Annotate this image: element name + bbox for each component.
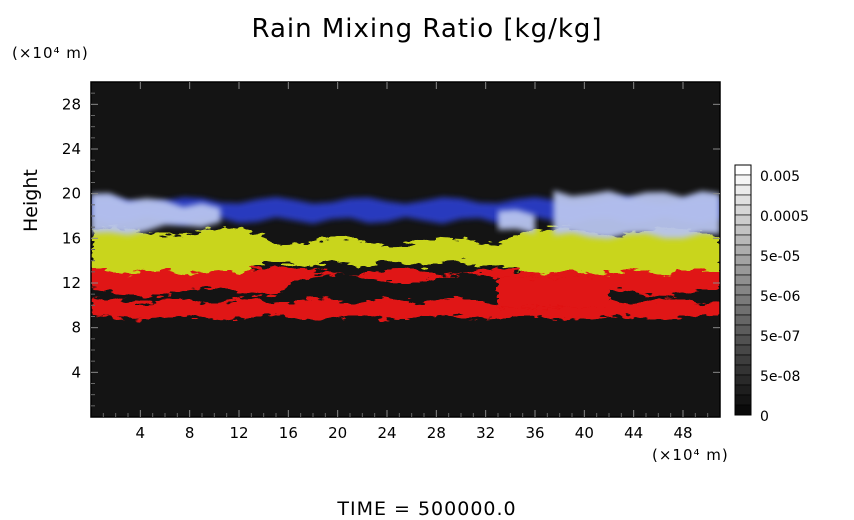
colorbar-cell — [734, 284, 752, 296]
x-tick-label: 24 — [377, 424, 396, 442]
colorbar-label: 0 — [760, 409, 769, 425]
light-blue-patch — [498, 209, 535, 234]
x-tick-label: 32 — [476, 424, 495, 442]
colorbar-cell — [734, 214, 752, 226]
colorbar-cell — [734, 394, 752, 406]
x-tick-label: 8 — [185, 424, 195, 442]
colorbar-cell — [734, 264, 752, 276]
x-tick-label: 28 — [427, 424, 446, 442]
red-layer-lower — [91, 297, 720, 320]
colorbar-cell — [734, 314, 752, 326]
colorbar-cell — [734, 304, 752, 316]
colorbar: 0.005 0.0005 5e-05 5e-06 5e-07 5e-08 0 — [734, 164, 809, 425]
colorbar-cell — [734, 404, 752, 416]
x-tick-label: 4 — [136, 424, 146, 442]
light-blue-patch — [91, 193, 221, 236]
rain-field-layers — [91, 190, 720, 320]
colorbar-cell — [734, 374, 752, 386]
colorbar-label: 5e-06 — [760, 289, 800, 305]
x-tick-label: 16 — [279, 424, 298, 442]
red-layer-bump — [498, 277, 609, 308]
colorbar-cell — [734, 204, 752, 216]
x-tick-label: 20 — [328, 424, 347, 442]
colorbar-cell — [734, 234, 752, 246]
colorbar-cell — [734, 274, 752, 286]
colorbar-cell — [734, 254, 752, 266]
time-label: TIME = 500000.0 — [337, 498, 517, 520]
y-tick-label: 16 — [62, 229, 81, 247]
colorbar-cell — [734, 324, 752, 336]
colorbar-cell — [734, 384, 752, 396]
colorbar-cell — [734, 344, 752, 356]
colorbar-cell — [734, 334, 752, 346]
light-blue-patch — [553, 190, 720, 240]
colorbar-cell — [734, 244, 752, 256]
colorbar-cell — [734, 194, 752, 206]
colorbar-cell — [734, 184, 752, 196]
x-tick-label: 12 — [229, 424, 248, 442]
x-tick-label: 48 — [673, 424, 692, 442]
x-tick-label: 36 — [525, 424, 544, 442]
y-tick-label: 28 — [62, 95, 81, 113]
colorbar-label: 5e-05 — [760, 249, 800, 265]
x-tick-label: 44 — [624, 424, 643, 442]
colorbar-cell — [734, 354, 752, 366]
y-axis-unit: (×10⁴ m) — [12, 44, 89, 62]
colorbar-cell — [734, 164, 752, 176]
x-axis-unit: (×10⁴ m) — [652, 446, 729, 464]
y-tick-label: 20 — [62, 185, 81, 203]
y-tick-label: 8 — [71, 319, 81, 337]
y-tick-label: 12 — [62, 274, 81, 292]
colorbar-cell — [734, 174, 752, 186]
y-tick-label: 24 — [62, 140, 81, 158]
colorbar-cell — [734, 224, 752, 236]
colorbar-label: 0.005 — [760, 169, 800, 185]
colorbar-cell — [734, 364, 752, 376]
chart-title: Rain Mixing Ratio [kg/kg] — [251, 14, 603, 44]
x-axis: 4 8 12 16 20 24 28 32 36 40 44 48 — [102, 82, 709, 442]
colorbar-frame — [734, 164, 752, 416]
colorbar-label: 5e-08 — [760, 369, 800, 385]
colorbar-cell — [734, 294, 752, 306]
x-tick-label: 40 — [575, 424, 594, 442]
colorbar-label: 0.0005 — [760, 209, 809, 225]
y-axis: 4 8 12 16 20 24 28 — [62, 92, 720, 407]
colorbar-label: 5e-07 — [760, 329, 800, 345]
y-tick-label: 4 — [71, 363, 81, 381]
yellow-layer — [91, 227, 720, 276]
